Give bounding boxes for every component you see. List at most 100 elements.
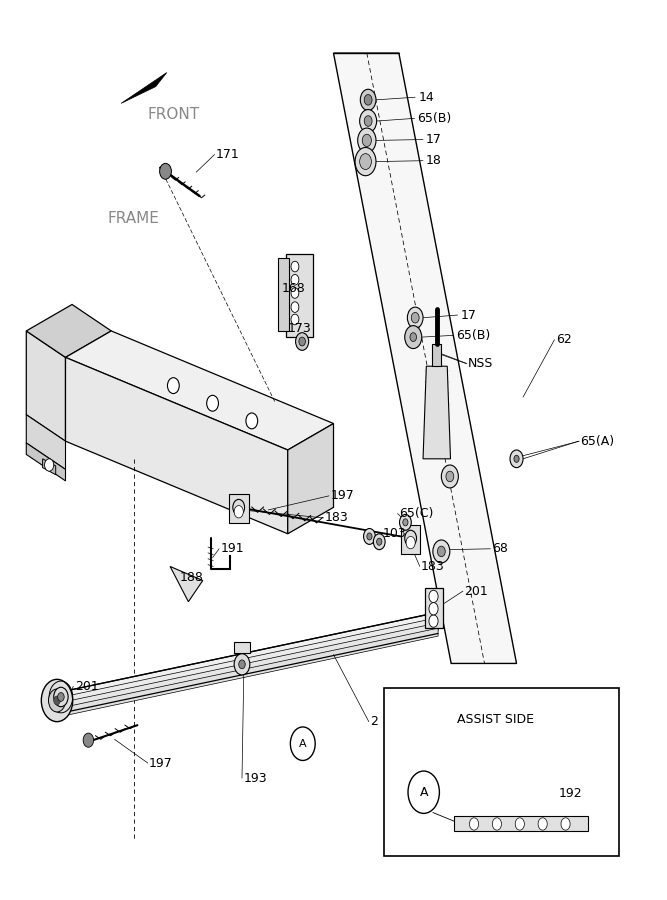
Circle shape [406,536,416,549]
Text: 65(B): 65(B) [417,112,452,125]
Polygon shape [432,344,442,366]
Circle shape [561,818,570,830]
Circle shape [234,653,250,675]
Circle shape [360,154,372,169]
Text: 191: 191 [220,543,244,555]
Circle shape [239,660,245,669]
Text: 192: 192 [558,788,582,800]
Circle shape [442,465,458,488]
Circle shape [364,528,376,544]
Polygon shape [425,589,443,628]
Circle shape [408,307,423,328]
Circle shape [299,338,305,346]
Circle shape [291,274,299,285]
Circle shape [470,818,479,830]
Circle shape [358,128,376,153]
Circle shape [515,818,524,830]
Circle shape [362,134,372,147]
Circle shape [83,734,93,747]
Circle shape [291,302,299,312]
Text: 103: 103 [383,527,406,540]
Circle shape [54,688,68,706]
Polygon shape [62,617,438,705]
Polygon shape [62,612,438,699]
Text: 18: 18 [426,154,442,167]
Text: 168: 168 [281,282,305,295]
Circle shape [429,615,438,627]
Circle shape [514,455,519,463]
Circle shape [510,450,523,468]
Circle shape [290,727,315,760]
Circle shape [291,314,299,325]
Text: 201: 201 [75,680,99,693]
Circle shape [403,518,408,526]
Circle shape [355,148,376,176]
Circle shape [234,506,243,518]
Text: 17: 17 [460,309,476,321]
Polygon shape [384,688,619,856]
Text: FRAME: FRAME [108,212,160,227]
Text: 173: 173 [287,322,311,335]
Circle shape [207,395,219,411]
Circle shape [295,333,309,350]
Text: 65(C): 65(C) [399,507,434,520]
Circle shape [405,326,422,348]
Text: 171: 171 [216,148,239,161]
Circle shape [291,261,299,272]
Circle shape [446,472,454,482]
Circle shape [400,515,412,530]
Text: 193: 193 [243,771,267,785]
Polygon shape [423,366,450,459]
Text: 14: 14 [418,91,434,104]
Polygon shape [65,331,334,450]
Circle shape [41,680,73,722]
Circle shape [364,94,372,105]
Circle shape [410,333,416,341]
Polygon shape [65,357,287,534]
Text: 197: 197 [330,490,354,502]
Text: 2: 2 [370,716,378,728]
Polygon shape [62,628,438,716]
Polygon shape [287,424,334,534]
Polygon shape [286,254,313,338]
Text: FRONT: FRONT [147,107,199,122]
Circle shape [492,818,502,830]
Text: A: A [420,786,428,798]
Circle shape [374,534,385,550]
Text: 62: 62 [556,333,572,346]
Polygon shape [62,623,438,710]
Text: ASSIST SIDE: ASSIST SIDE [457,713,534,725]
Polygon shape [26,443,65,481]
Circle shape [429,590,438,603]
Text: 65(B): 65(B) [456,328,491,342]
Polygon shape [278,257,289,331]
Text: 201: 201 [464,585,488,598]
Polygon shape [334,53,516,663]
Text: 197: 197 [149,757,173,770]
Polygon shape [229,494,249,523]
Circle shape [438,546,446,557]
Circle shape [433,540,450,562]
Circle shape [412,312,419,323]
Polygon shape [170,566,203,602]
Text: 183: 183 [421,560,445,573]
Circle shape [367,533,372,540]
Polygon shape [43,459,56,474]
Circle shape [54,696,60,705]
Polygon shape [121,73,167,104]
Circle shape [57,693,64,701]
Text: 17: 17 [426,133,442,146]
Polygon shape [454,816,588,831]
Circle shape [246,413,257,428]
Polygon shape [26,304,111,357]
Polygon shape [26,331,65,441]
Circle shape [360,110,377,132]
Text: 188: 188 [179,572,203,584]
Polygon shape [401,525,420,554]
Circle shape [45,459,54,472]
Circle shape [159,164,171,179]
Circle shape [377,538,382,545]
Text: 65(A): 65(A) [580,435,615,447]
Polygon shape [234,643,251,652]
Circle shape [291,288,299,298]
